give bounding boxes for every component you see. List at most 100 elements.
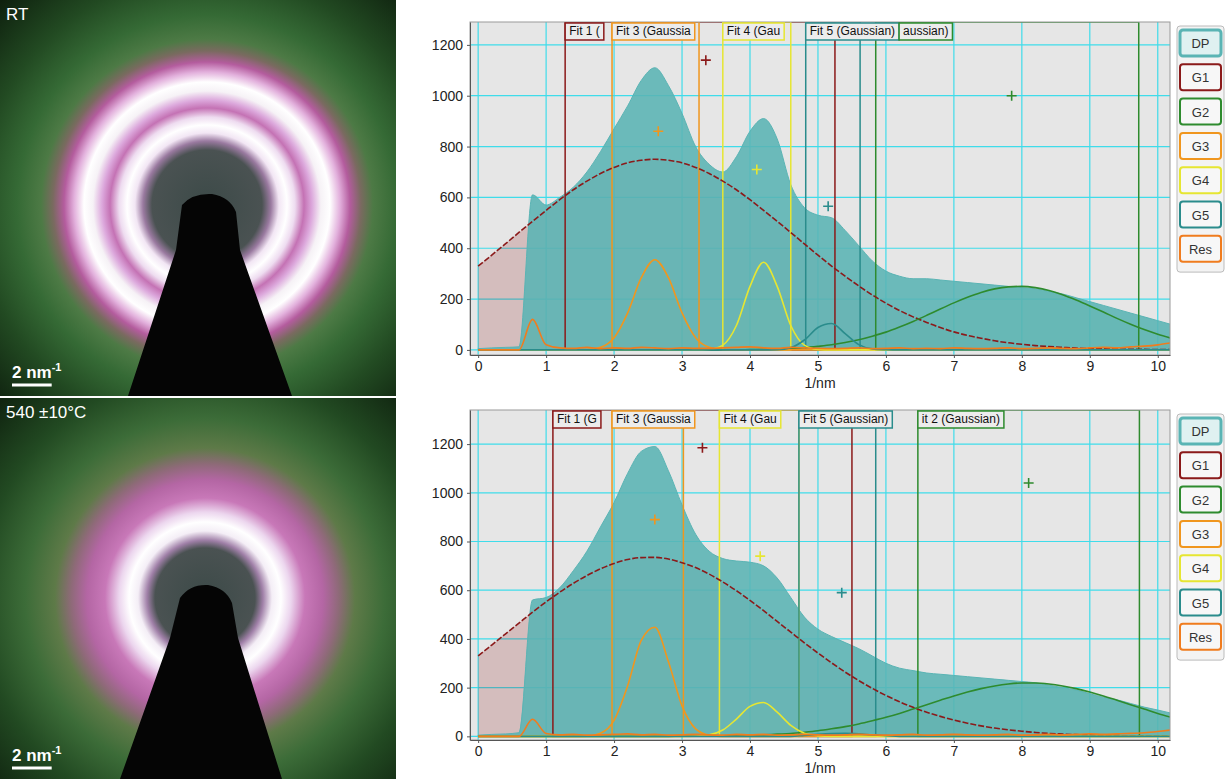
plot-frame bbox=[470, 22, 1170, 355]
legend-label: G1 bbox=[1192, 70, 1209, 85]
y-tick-mark bbox=[467, 350, 470, 351]
x-tick-label: 9 bbox=[1086, 743, 1094, 759]
y-tick-label: 400 bbox=[440, 240, 464, 256]
y-tick-label: 0 bbox=[455, 728, 463, 744]
fit-tab-label: Fit 3 (Gaussia bbox=[616, 412, 691, 426]
fit-curve bbox=[478, 286, 1170, 350]
y-axis: 020040060080010001200 bbox=[432, 23, 471, 358]
y-tick: 1000 bbox=[432, 485, 470, 501]
grid-line-x bbox=[1089, 410, 1090, 740]
fit-tab-label: Fit 5 (Gaussian) bbox=[803, 412, 888, 426]
x-tick-label: 3 bbox=[679, 743, 687, 759]
x-tick: 5 bbox=[815, 355, 823, 374]
legend-label: G2 bbox=[1192, 105, 1209, 120]
scale-bar bbox=[12, 384, 52, 387]
y-tick-mark bbox=[467, 197, 470, 198]
grid-line-y bbox=[470, 44, 1170, 45]
y-axis: 020040060080010001200 bbox=[432, 411, 471, 745]
legend-box bbox=[1177, 414, 1224, 660]
x-tick: 4 bbox=[747, 740, 755, 759]
fit-tab: it 2 (Gaussian) bbox=[918, 411, 1004, 428]
y-tick: 800 bbox=[440, 139, 470, 155]
y-tick-label: 1200 bbox=[432, 436, 463, 452]
y-tick: 0 bbox=[455, 728, 470, 744]
fit-tab: Fit 5 (Gaussian) bbox=[806, 23, 899, 40]
legend-label: G1 bbox=[1192, 458, 1209, 473]
y-tick: 0 bbox=[455, 342, 470, 358]
scale-bar bbox=[12, 767, 52, 770]
fit-tab: Fit 3 (Gaussia bbox=[612, 411, 695, 428]
fit-tab: Fit 3 (Gaussia bbox=[612, 23, 695, 40]
fit-range bbox=[553, 410, 852, 736]
grid-line-x bbox=[1157, 410, 1158, 740]
x-tick: 2 bbox=[611, 740, 619, 759]
fit-range bbox=[799, 410, 876, 736]
fit-curve bbox=[478, 719, 1170, 736]
x-tick: 10 bbox=[1150, 355, 1166, 374]
fit-curve bbox=[478, 323, 1170, 349]
x-tick-label: 5 bbox=[815, 743, 823, 759]
chart: 0123456789100200400600800100012001/nmFit… bbox=[432, 22, 1224, 391]
y-tick-mark bbox=[467, 590, 470, 591]
x-tick-label: 4 bbox=[747, 743, 755, 759]
legend-label: G4 bbox=[1192, 561, 1209, 576]
x-tick: 0 bbox=[475, 355, 483, 374]
fit-tab: Fit 4 (Gau bbox=[723, 23, 784, 40]
legend-swatch bbox=[1180, 452, 1221, 478]
y-tick: 200 bbox=[440, 291, 470, 307]
fit-range bbox=[612, 410, 683, 736]
x-tick: 10 bbox=[1150, 740, 1166, 759]
x-tick-label: 2 bbox=[611, 743, 619, 759]
y-tick-mark bbox=[467, 96, 470, 97]
y-tick-mark bbox=[467, 639, 470, 640]
fit-marker bbox=[1007, 91, 1017, 101]
grid-line-y bbox=[470, 95, 1170, 96]
fit-marker bbox=[837, 588, 847, 598]
y-tick: 600 bbox=[440, 189, 470, 205]
fit-tab-box bbox=[899, 23, 952, 40]
legend-label: G5 bbox=[1192, 208, 1209, 223]
profile-area bbox=[478, 447, 1170, 737]
image-label: RT bbox=[6, 5, 28, 24]
x-tick: 7 bbox=[950, 355, 958, 374]
beam-stopper bbox=[128, 194, 292, 396]
y-tick-mark bbox=[467, 248, 470, 249]
fit-tab: aussian) bbox=[899, 23, 952, 40]
x-tick-label: 4 bbox=[747, 358, 755, 374]
y-tick-label: 0 bbox=[455, 342, 463, 358]
y-tick: 200 bbox=[440, 680, 470, 696]
fit-tab: Fit 5 (Gaussian) bbox=[799, 411, 892, 428]
legend-label: Res bbox=[1189, 242, 1213, 257]
x-tick-label: 6 bbox=[883, 743, 891, 759]
scale-bar-text: 2 nm bbox=[12, 363, 52, 382]
fit-tab-box bbox=[723, 23, 784, 40]
fit-tab-box bbox=[553, 411, 601, 428]
x-tick-label: 2 bbox=[611, 358, 619, 374]
x-tick: 6 bbox=[883, 740, 891, 759]
y-tick: 1200 bbox=[432, 37, 470, 53]
marks bbox=[478, 22, 1170, 350]
fit-marker bbox=[650, 515, 660, 525]
x-tick-label: 7 bbox=[950, 743, 958, 759]
fit-tab-box bbox=[612, 23, 695, 40]
legend-label: G2 bbox=[1192, 493, 1209, 508]
x-tick: 3 bbox=[679, 355, 687, 374]
y-tick-label: 200 bbox=[440, 680, 464, 696]
y-tick-label: 400 bbox=[440, 631, 464, 647]
y-tick: 400 bbox=[440, 631, 470, 647]
fit-range bbox=[806, 22, 860, 350]
legend: DPG1G2G3G4G5Res bbox=[1177, 414, 1224, 660]
fit-tab-label: Fit 4 (Gau bbox=[723, 412, 776, 426]
grid-line-y bbox=[470, 146, 1170, 147]
x-tick: 9 bbox=[1086, 740, 1094, 759]
x-axis-line bbox=[471, 740, 1171, 741]
fit-tab-box bbox=[565, 23, 604, 40]
x-tick: 4 bbox=[747, 355, 755, 374]
grid-line-y bbox=[470, 541, 1170, 542]
scale-bar-label: 2 nm-1 bbox=[12, 361, 61, 382]
diffraction-image: RT 2 nm-1 bbox=[0, 0, 396, 396]
legend-box bbox=[1177, 26, 1224, 272]
diffraction-image: 540 ±10°C2 nm-1 bbox=[0, 398, 396, 779]
y-tick-label: 800 bbox=[440, 139, 464, 155]
fit-curve bbox=[478, 262, 1170, 350]
